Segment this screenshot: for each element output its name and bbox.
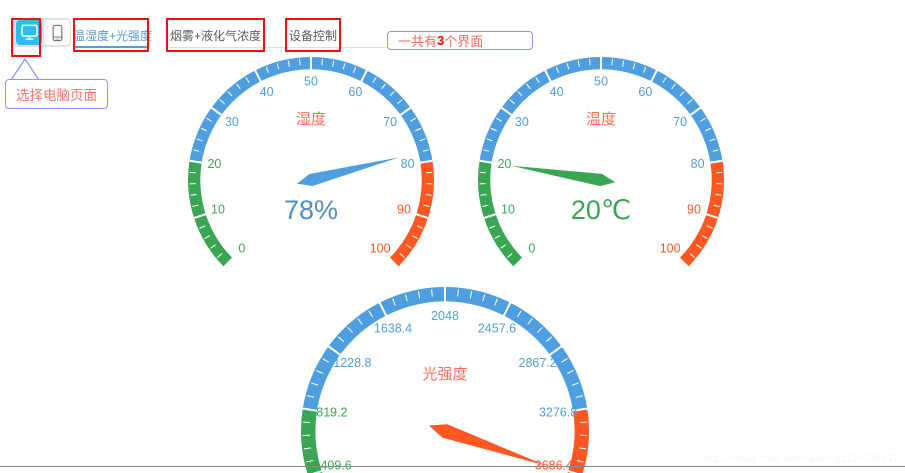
svg-text:50: 50 [594,75,608,89]
svg-text:50: 50 [304,75,318,89]
svg-text:40: 40 [550,85,564,99]
svg-text:30: 30 [225,115,239,129]
svg-text:30: 30 [515,115,529,129]
svg-text:90: 90 [397,203,411,217]
svg-text:819.2: 819.2 [316,405,347,419]
svg-text:80: 80 [401,157,415,171]
svg-text:2867.2: 2867.2 [519,356,557,370]
svg-text:70: 70 [383,115,397,129]
svg-text:2048: 2048 [431,309,459,323]
svg-text:20℃: 20℃ [571,195,631,225]
svg-text:3276.8: 3276.8 [539,405,577,419]
svg-text:78%: 78% [284,195,338,225]
svg-text:0: 0 [238,241,245,255]
svg-text:90: 90 [687,203,701,217]
svg-text:湿度: 湿度 [296,111,326,128]
svg-text:70: 70 [673,115,687,129]
svg-text:0: 0 [528,241,535,255]
svg-text:20: 20 [497,157,511,171]
svg-text:2457.6: 2457.6 [478,321,516,335]
svg-text:10: 10 [501,203,515,217]
svg-text:温度: 温度 [586,111,616,128]
svg-text:80: 80 [691,157,705,171]
svg-text:60: 60 [348,85,362,99]
svg-text:光强度: 光强度 [422,366,467,383]
svg-text:10: 10 [211,203,225,217]
svg-text:40: 40 [260,85,274,99]
svg-text:1228.8: 1228.8 [333,356,371,370]
svg-text:1638.4: 1638.4 [374,321,412,335]
svg-text:100: 100 [660,241,681,255]
svg-text:60: 60 [638,85,652,99]
svg-text:100: 100 [370,241,391,255]
svg-text:20: 20 [207,157,221,171]
